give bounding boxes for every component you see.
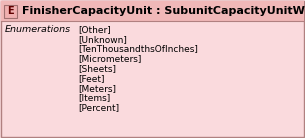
- Bar: [4, 5, 17, 18]
- Text: [Unknown]: [Unknown]: [78, 35, 127, 44]
- Text: [Feet]: [Feet]: [78, 74, 105, 83]
- Text: [Sheets]: [Sheets]: [78, 64, 116, 73]
- Text: [Meters]: [Meters]: [78, 84, 116, 93]
- Text: [TenThousandthsOfInches]: [TenThousandthsOfInches]: [78, 45, 198, 54]
- Text: [Percent]: [Percent]: [78, 103, 119, 112]
- Text: [Other]: [Other]: [78, 25, 111, 34]
- Text: FinisherCapacityUnit : SubunitCapacityUnitWKV: FinisherCapacityUnit : SubunitCapacityUn…: [22, 6, 305, 16]
- Text: E: E: [7, 6, 14, 17]
- Bar: [1, 1, 304, 21]
- Text: [Micrometers]: [Micrometers]: [78, 54, 142, 63]
- Text: [Items]: [Items]: [78, 94, 110, 103]
- Text: Enumerations: Enumerations: [5, 25, 71, 34]
